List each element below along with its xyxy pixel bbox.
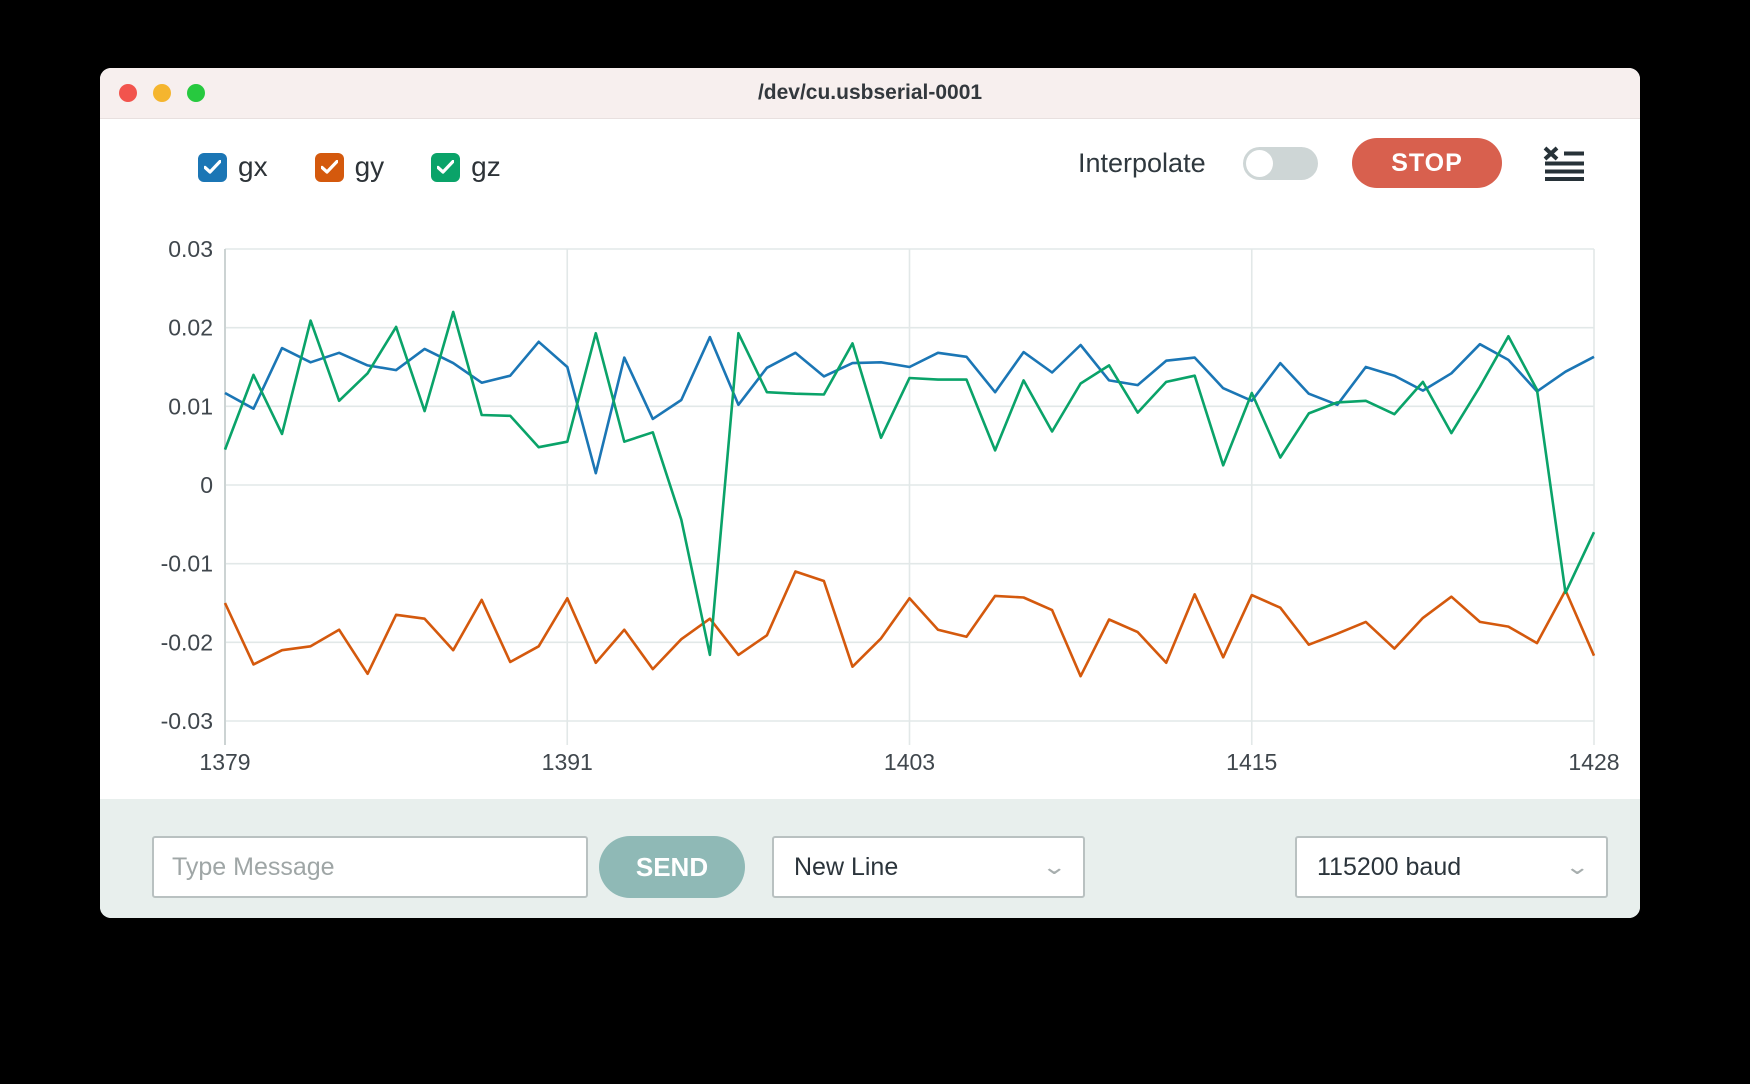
legend-item-undefined: gy bbox=[314, 151, 385, 183]
x-tick-label: 1428 bbox=[1568, 749, 1619, 775]
stop-button[interactable]: STOP bbox=[1352, 138, 1502, 188]
series-line-gx bbox=[224, 335, 1595, 475]
send-button[interactable]: SEND bbox=[599, 836, 745, 898]
interpolate-toggle[interactable] bbox=[1243, 147, 1318, 180]
baud-rate-select[interactable]: 115200 baud ⌄ bbox=[1295, 836, 1608, 898]
line-ending-select[interactable]: New Line ⌄ bbox=[772, 836, 1085, 898]
chevron-down-icon: ⌄ bbox=[1563, 854, 1590, 879]
y-tick-label: 0.03 bbox=[168, 236, 213, 262]
y-tick-label: -0.01 bbox=[161, 551, 213, 577]
y-tick-label: -0.02 bbox=[161, 629, 213, 655]
line-ending-value: New Line bbox=[794, 852, 899, 881]
message-input[interactable] bbox=[152, 836, 588, 898]
line-chart: 0.03 0.02 0.01 0 -0.01 -0.02 -0.03 1379 1391 1403… bbox=[161, 236, 1620, 775]
x-tick-label: 1379 bbox=[199, 749, 250, 775]
y-tick-label: 0.01 bbox=[168, 393, 213, 419]
x-tick-label: 1415 bbox=[1226, 749, 1277, 775]
legend-label: gy bbox=[354, 151, 385, 182]
chevron-down-icon: ⌄ bbox=[1040, 854, 1067, 879]
baud-rate-value: 115200 baud bbox=[1317, 852, 1462, 881]
y-tick-label: 0.02 bbox=[168, 315, 213, 341]
series-line-gz bbox=[223, 310, 1596, 657]
checkbox-gz[interactable] bbox=[431, 152, 461, 182]
interpolate-label: Interpolate bbox=[1078, 148, 1206, 178]
toggle-knob bbox=[1246, 150, 1273, 177]
traffic-lights bbox=[119, 84, 205, 102]
checkbox-gy[interactable] bbox=[314, 152, 344, 182]
y-tick-label: 0 bbox=[200, 472, 213, 498]
x-tick-label: 1391 bbox=[542, 749, 593, 775]
close-window-icon[interactable] bbox=[119, 84, 137, 102]
legend-label: gz bbox=[471, 151, 501, 182]
title-bar: /dev/cu.usbserial-0001 bbox=[100, 68, 1640, 119]
zoom-window-icon[interactable] bbox=[187, 84, 205, 102]
series-legend: gx gy gz bbox=[198, 151, 501, 183]
legend-item-undefined: gz bbox=[431, 151, 501, 183]
y-tick-label: -0.03 bbox=[161, 708, 213, 734]
x-tick-label: 1403 bbox=[884, 749, 935, 775]
legend-label: gx bbox=[238, 151, 268, 182]
window-title: /dev/cu.usbserial-0001 bbox=[757, 81, 983, 104]
serial-plotter-window: /dev/cu.usbserial-0001 gx gy gz Interpolat… bbox=[100, 68, 1640, 918]
minimize-window-icon[interactable] bbox=[153, 84, 171, 102]
legend-item-undefined: gx bbox=[198, 151, 268, 183]
checkbox-gx[interactable] bbox=[198, 152, 227, 182]
list-with-x-icon[interactable] bbox=[1543, 146, 1584, 181]
footer-bar: SEND New Line ⌄ 115200 baud ⌄ bbox=[100, 799, 1640, 918]
series-line-gy bbox=[223, 570, 1596, 678]
